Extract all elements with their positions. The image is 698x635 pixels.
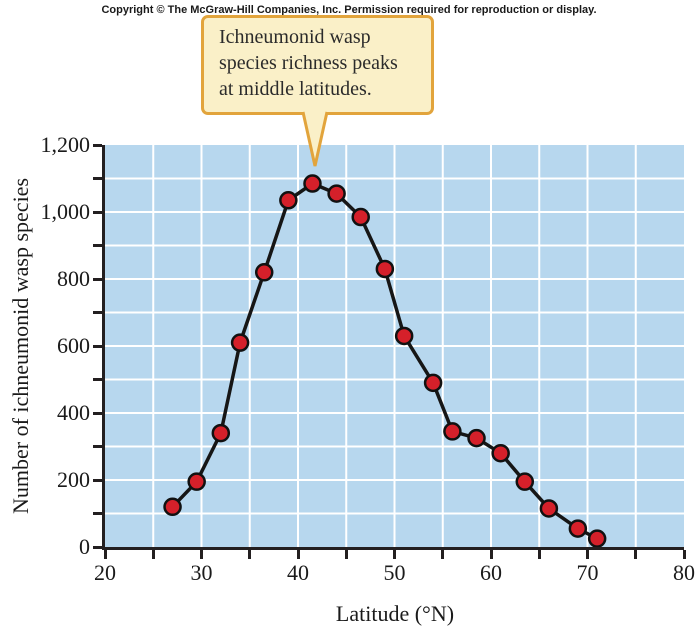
y-tick bbox=[93, 277, 102, 281]
data-point bbox=[211, 423, 231, 443]
data-point bbox=[327, 184, 346, 203]
data-point bbox=[515, 472, 535, 491]
y-axis-title: Number of ichneumonid wasp species bbox=[8, 177, 33, 515]
data-point bbox=[375, 259, 395, 279]
callout-box: Ichneumonid wasp species richness peaks … bbox=[201, 15, 434, 115]
x-tick-label: 80 bbox=[673, 560, 695, 585]
x-tick-label: 20 bbox=[94, 560, 116, 585]
series-line bbox=[171, 181, 598, 541]
y-tick-label: 0 bbox=[79, 534, 90, 559]
data-point bbox=[351, 207, 370, 227]
y-tick bbox=[93, 445, 102, 448]
x-tick bbox=[103, 550, 107, 559]
y-tick bbox=[93, 143, 102, 147]
data-point bbox=[443, 422, 462, 441]
x-tick bbox=[537, 550, 541, 559]
x-tick-label: 30 bbox=[190, 560, 213, 585]
x-tick bbox=[151, 550, 155, 559]
data-point bbox=[539, 499, 559, 518]
y-tick bbox=[93, 478, 102, 482]
y-tick bbox=[93, 244, 102, 247]
x-tick bbox=[296, 550, 300, 559]
x-tick-label: 70 bbox=[576, 560, 599, 585]
plot-area bbox=[102, 145, 684, 550]
y-tick bbox=[93, 311, 102, 314]
data-point bbox=[491, 443, 510, 463]
x-tick-label: 40 bbox=[287, 560, 309, 585]
x-tick bbox=[682, 550, 686, 559]
x-tick bbox=[586, 550, 589, 559]
copyright-text: Copyright © The McGraw-Hill Companies, I… bbox=[101, 4, 597, 16]
y-tick bbox=[93, 512, 102, 515]
data-point bbox=[423, 373, 443, 393]
data-point bbox=[279, 191, 298, 210]
y-tick bbox=[93, 210, 102, 214]
y-tick bbox=[93, 411, 102, 415]
y-tick bbox=[93, 344, 102, 348]
x-tick bbox=[344, 550, 348, 559]
x-tick bbox=[634, 550, 638, 559]
y-tick bbox=[93, 378, 102, 381]
data-point bbox=[587, 529, 607, 547]
x-tick bbox=[200, 550, 203, 559]
y-tick bbox=[93, 545, 102, 549]
data-point bbox=[467, 428, 486, 448]
x-tick bbox=[489, 550, 493, 559]
data-point bbox=[254, 263, 274, 282]
x-tick bbox=[441, 550, 445, 559]
species-latitude-line-chart bbox=[105, 145, 684, 547]
data-point bbox=[230, 333, 250, 352]
data-point bbox=[303, 174, 322, 193]
x-tick-label: 60 bbox=[480, 560, 502, 585]
x-tick bbox=[393, 550, 396, 559]
data-point bbox=[163, 497, 182, 517]
data-point bbox=[568, 519, 588, 538]
data-point bbox=[394, 326, 414, 346]
x-tick bbox=[248, 550, 252, 559]
data-point bbox=[187, 472, 206, 491]
x-axis-title: Latitude (°N) bbox=[335, 601, 455, 626]
x-tick-label: 50 bbox=[383, 560, 406, 585]
y-tick bbox=[93, 177, 102, 180]
y-tick-label: 1,200 bbox=[40, 132, 91, 157]
callout-text: Ichneumonid wasp species richness peaks … bbox=[219, 26, 398, 100]
